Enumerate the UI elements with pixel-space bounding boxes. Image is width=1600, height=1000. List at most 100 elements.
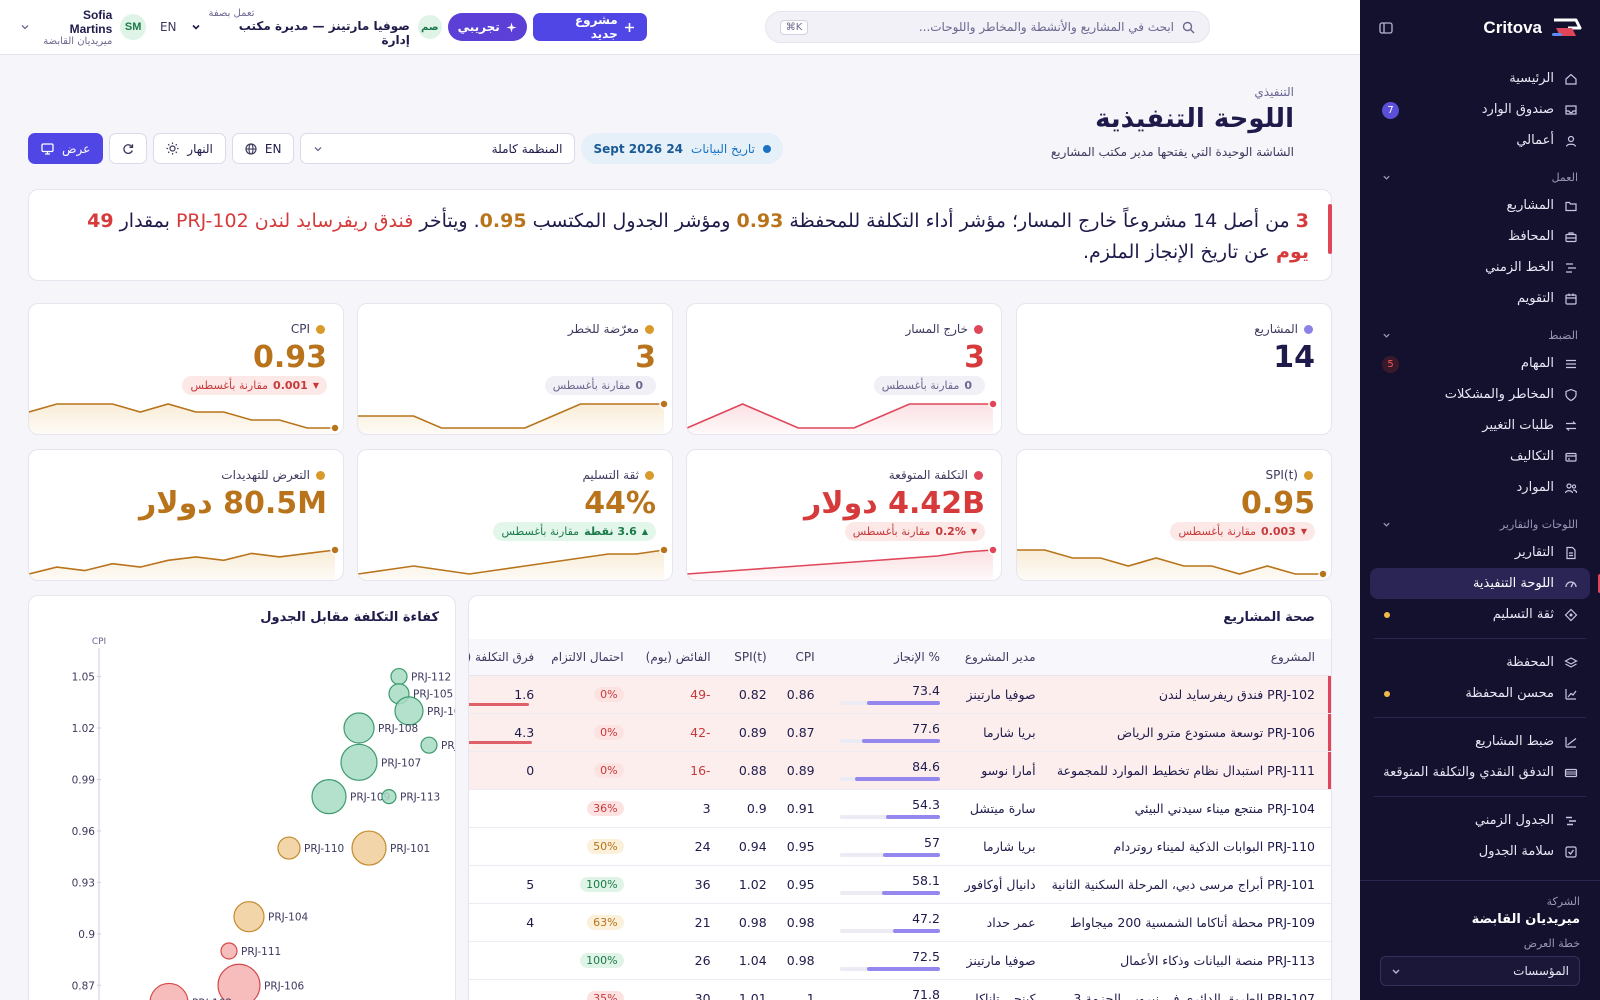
table-row[interactable]: PRJ-106 توسعة مستودع مترو الرياض بريا شار… — [469, 713, 1331, 752]
banner-project-link[interactable]: فندق ريفرسايد لندن PRJ-102 — [175, 210, 414, 232]
sidebar-item[interactable]: سلامة الجدول — [1370, 836, 1590, 867]
bubble-point[interactable] — [351, 830, 387, 866]
sidebar-item[interactable]: طلبات التغيير — [1370, 410, 1590, 441]
table-row[interactable]: PRJ-113 منصة البيانات وذكاء الأعمال صوفيا… — [469, 941, 1331, 980]
kpi-card[interactable]: ثقة التسليم 44% ▲ 3.6 نقطة مقارنة بأغسطس — [357, 449, 673, 581]
bubble-point[interactable] — [340, 743, 378, 781]
sidebar-item[interactable]: ضبط المشاريع — [1370, 726, 1590, 757]
column-header[interactable]: مدير المشروع — [947, 639, 1044, 676]
kpi-card[interactable]: معرّضة للخطر 3 0 مقارنة بأغسطس — [357, 303, 673, 435]
table-row[interactable]: PRJ-102 فندق ريفرسايد لندن صوفيا مارتينز 7… — [469, 675, 1331, 714]
table-row[interactable]: PRJ-109 محطة أتاكاما الشمسية 200 ميجاواط… — [469, 903, 1331, 942]
brand[interactable]: Critova — [1483, 15, 1584, 41]
chevron-down-icon[interactable] — [191, 22, 201, 32]
sidebar-item[interactable]: الموارد — [1370, 472, 1590, 503]
user-menu[interactable]: SM Sofia Martins ميريديان القابضة — [20, 8, 146, 47]
cpi-cell: 1 — [774, 979, 823, 1000]
table-row[interactable]: PRJ-107 الطريق الدائري في نيروبي الحزمة … — [469, 979, 1331, 1000]
project-cell[interactable]: PRJ-107 الطريق الدائري في نيروبي الحزمة … — [1043, 979, 1331, 1000]
shield-icon — [1564, 388, 1578, 402]
sidebar-item[interactable]: أعمالي — [1370, 125, 1590, 156]
sidebar-toggle-icon — [1379, 21, 1393, 34]
language-toggle[interactable]: EN — [159, 20, 177, 34]
sidebar-item[interactable]: التقارير — [1370, 537, 1590, 568]
plan-select[interactable]: المؤسسات — [1380, 956, 1580, 986]
column-header[interactable]: احتمال الالتزام — [542, 639, 632, 676]
kpi-card[interactable]: التعرض للتهديدات 80.5M دولار — [28, 449, 344, 581]
column-header[interactable]: المشروع — [1043, 639, 1331, 676]
search-input[interactable]: ابحث في المشاريع والأنشطة والمخاطر واللو… — [764, 11, 1210, 43]
progress-bar — [839, 739, 940, 743]
sidebar-item[interactable]: المخاطر والمشكلات — [1370, 379, 1590, 410]
sidebar-collapse-button[interactable] — [1376, 18, 1396, 38]
sidebar-item-label: الجدول الزمني — [1474, 813, 1554, 828]
bubble-point[interactable] — [394, 696, 424, 726]
scope-select[interactable]: المنظمة كاملة — [300, 133, 576, 164]
sidebar-item[interactable]: المحفظة — [1370, 647, 1590, 678]
bubble-label: PRJ-104 — [268, 912, 308, 924]
column-header[interactable]: الفائض (يوم) — [631, 639, 719, 676]
kpi-card[interactable]: SPI(t) 0.95 ▼ 0.003 مقارنة بأغسطس — [1016, 449, 1332, 581]
table-row[interactable]: PRJ-104 منتجع ميناء سيدني البيئي سارة ميت… — [469, 789, 1331, 828]
sidebar-section-header[interactable]: الضبط — [1370, 322, 1590, 348]
project-cell[interactable]: PRJ-109 محطة أتاكاما الشمسية 200 ميجاواط — [1043, 903, 1331, 942]
progress-bar — [839, 815, 940, 819]
sidebar-item[interactable]: الخط الزمني — [1370, 252, 1590, 283]
sidebar-item[interactable]: محسن المحفظة — [1370, 678, 1590, 709]
bubble-point[interactable] — [381, 789, 397, 805]
bubble-point[interactable] — [220, 942, 238, 960]
theme-button[interactable]: النهار — [153, 133, 226, 164]
present-button[interactable]: عرض — [28, 133, 104, 164]
project-cell[interactable]: PRJ-102 فندق ريفرسايد لندن — [1043, 675, 1331, 714]
sidebar-item[interactable]: الجدول الزمني — [1370, 805, 1590, 836]
column-header[interactable]: SPI(t) — [718, 639, 775, 676]
demo-badge[interactable]: تجريبي — [447, 13, 527, 41]
column-header[interactable]: % الإنجاز — [822, 639, 948, 676]
table-row[interactable]: PRJ-111 استبدال نظام تخطيط الموارد للمجم… — [469, 751, 1331, 790]
language-button[interactable]: EN — [231, 133, 295, 164]
project-cell[interactable]: PRJ-110 البوابات الذكية لميناء روتردام — [1043, 827, 1331, 866]
table-row[interactable]: PRJ-101 أبراج مرسى دبي، المرحلة السكنية … — [469, 865, 1331, 904]
sidebar-item[interactable]: التدفق النقدي والتكلفة المتوقعة — [1370, 757, 1590, 788]
banner-cpi: 0.93 — [736, 210, 784, 232]
project-cell[interactable]: PRJ-101 أبراج مرسى دبي، المرحلة السكنية … — [1043, 865, 1331, 904]
sidebar-item[interactable]: الرئيسية — [1370, 63, 1590, 94]
project-cell[interactable]: PRJ-111 استبدال نظام تخطيط الموارد للمجم… — [1043, 751, 1331, 790]
bubble-point[interactable] — [233, 901, 265, 933]
kpi-card[interactable]: CPI 0.93 ▼ 0.001 مقارنة بأغسطس — [28, 303, 344, 435]
project-cell[interactable]: PRJ-113 منصة البيانات وذكاء الأعمال — [1043, 941, 1331, 980]
bubble-point[interactable] — [343, 712, 375, 744]
role-switcher[interactable]: تعمل بصفة صوفيا مارتينز — مديرة مكتب إدا… — [209, 8, 410, 47]
project-cell[interactable]: PRJ-104 منتجع ميناء سيدني البيئي — [1043, 789, 1331, 828]
breadcrumb[interactable]: التنفيذي — [1254, 85, 1294, 99]
sidebar-item[interactable]: اللوحة التنفيذية — [1370, 568, 1600, 599]
sidebar-item[interactable]: التقويم — [1370, 283, 1590, 314]
sidebar-item[interactable]: المهام 5 — [1370, 348, 1590, 379]
project-cell[interactable]: PRJ-106 توسعة مستودع مترو الرياض — [1043, 713, 1331, 752]
bubble-point[interactable] — [217, 963, 261, 1000]
sidebar-section-header[interactable]: اللوحات والتقارير — [1370, 511, 1590, 537]
bubble-point[interactable] — [311, 779, 347, 815]
column-header[interactable]: فرق التكلفة (م — [469, 639, 543, 676]
new-project-button[interactable]: مشروع جديد — [532, 13, 647, 41]
column-header[interactable]: CPI — [774, 639, 823, 676]
sidebar-item[interactable]: المحافظ — [1370, 221, 1590, 252]
sidebar-item[interactable]: التكاليف — [1370, 441, 1590, 472]
sidebar-section-header[interactable]: العمل — [1370, 164, 1590, 190]
bubble-point[interactable] — [149, 982, 189, 1000]
kpi-value: 44% — [584, 486, 656, 521]
bubble-point[interactable] — [420, 736, 438, 754]
kpi-card[interactable]: المشاريع 14 — [1016, 303, 1332, 435]
refresh-button[interactable] — [109, 133, 148, 164]
bubble-chart: CPI 1.05 1.02 0.99 0.96 0.93 0.9 0.87 PRJ-112 PRJ… — [72, 637, 455, 1000]
kpi-card[interactable]: خارج المسار 3 0 مقارنة بأغسطس — [686, 303, 1002, 435]
sidebar-item[interactable]: صندوق الوارد 7 — [1370, 94, 1590, 125]
bubble-point[interactable] — [277, 836, 301, 860]
bubble-point[interactable] — [390, 667, 408, 686]
sidebar-item[interactable]: المشاريع — [1370, 190, 1590, 221]
table-row[interactable]: PRJ-110 البوابات الذكية لميناء روتردام بر… — [469, 827, 1331, 866]
sidebar-item-label: اللوحة التنفيذية — [1472, 576, 1554, 591]
percent-value: 47.2 — [912, 911, 940, 926]
kpi-card[interactable]: التكلفة المتوقعة 4.42B دولار ▼ 0.2% مقارنة ب… — [686, 449, 1002, 581]
sidebar-item[interactable]: ثقة التسليم — [1370, 599, 1590, 630]
